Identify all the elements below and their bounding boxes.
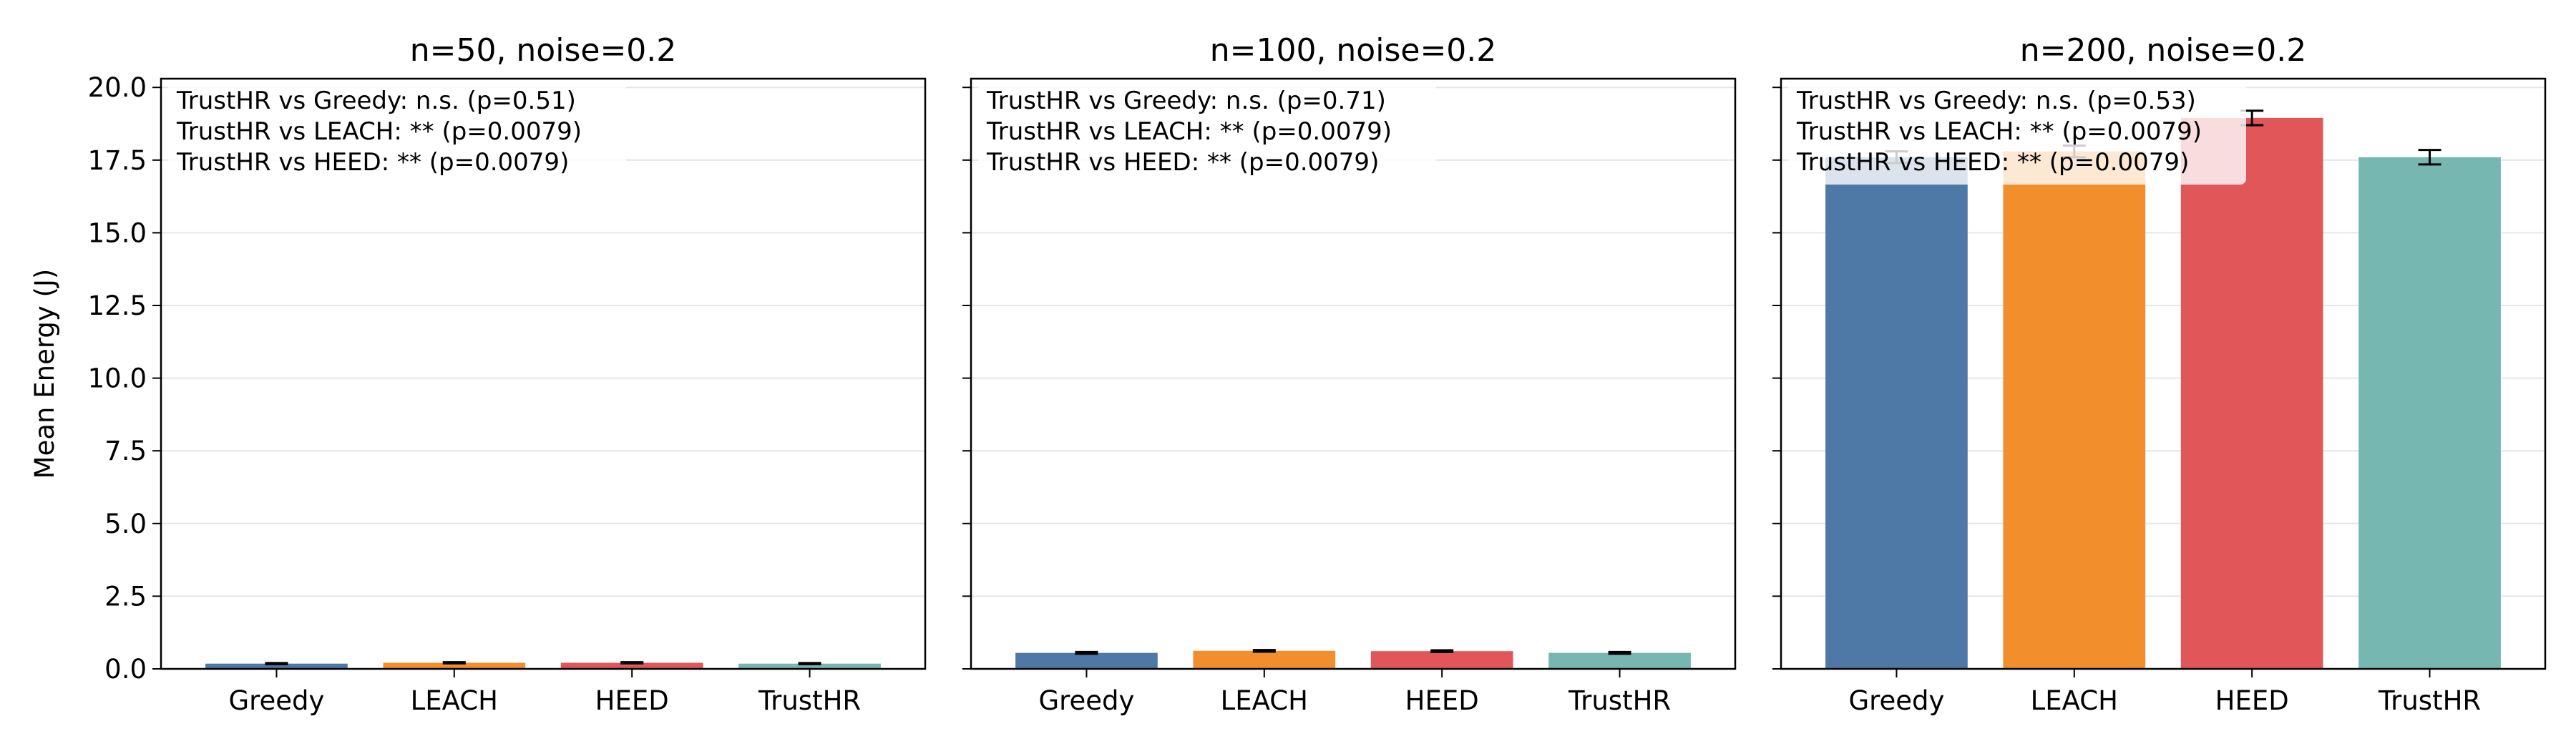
bar-greedy bbox=[205, 663, 348, 669]
significance-annotation: TrustHR vs Greedy: n.s. (p=0.53) bbox=[1796, 87, 2196, 115]
panel-title: n=100, noise=0.2 bbox=[1210, 32, 1497, 69]
x-tick-label: TrustHR bbox=[758, 685, 861, 716]
y-tick-label: 0.0 bbox=[104, 654, 147, 685]
y-tick-label: 7.5 bbox=[104, 436, 147, 466]
y-axis-label: Mean Energy (J) bbox=[29, 269, 60, 479]
x-tick-label: LEACH bbox=[1221, 685, 1308, 716]
annotation-box bbox=[978, 83, 1436, 185]
bar-leach bbox=[2003, 151, 2146, 670]
x-tick-label: HEED bbox=[595, 685, 669, 716]
bar-trusthr bbox=[738, 663, 881, 669]
bar-greedy bbox=[1015, 652, 1158, 669]
bar-heed bbox=[2180, 117, 2323, 670]
x-tick-label: TrustHR bbox=[1568, 685, 1671, 716]
significance-annotation: TrustHR vs LEACH: ** (p=0.0079) bbox=[986, 117, 1392, 146]
annotation-box bbox=[168, 83, 626, 185]
plot-frame bbox=[1780, 77, 2547, 670]
significance-annotation: TrustHR vs LEACH: ** (p=0.0079) bbox=[176, 117, 582, 146]
significance-annotation: TrustHR vs Greedy: n.s. (p=0.51) bbox=[176, 87, 576, 115]
chart-panel-2: Greedy LEACH HEED TrustHR TrustHR vs Greedy:… bbox=[962, 32, 1737, 716]
bar-greedy bbox=[1825, 157, 1968, 669]
bar-trusthr bbox=[2358, 157, 2501, 669]
plot-frame bbox=[160, 77, 927, 670]
significance-annotation: TrustHR vs HEED: ** (p=0.0079) bbox=[176, 148, 569, 177]
bar-leach bbox=[383, 662, 526, 669]
bar-heed bbox=[1370, 651, 1513, 669]
bar-leach bbox=[1193, 650, 1336, 669]
panel-title: n=50, noise=0.2 bbox=[410, 32, 677, 69]
significance-annotation: TrustHR vs LEACH: ** (p=0.0079) bbox=[1796, 117, 2202, 146]
x-tick-label: Greedy bbox=[228, 685, 324, 716]
significance-annotation: TrustHR vs Greedy: n.s. (p=0.71) bbox=[986, 87, 1386, 115]
x-tick-label: Greedy bbox=[1038, 685, 1134, 716]
y-tick-label: 2.5 bbox=[104, 581, 147, 612]
y-tick-label: 12.5 bbox=[88, 290, 147, 321]
y-tick-label: 5.0 bbox=[104, 509, 147, 539]
significance-annotation: TrustHR vs HEED: ** (p=0.0079) bbox=[1796, 148, 2189, 177]
x-tick-label: TrustHR bbox=[2378, 685, 2481, 716]
chart-panel-3: Greedy LEACH HEED TrustHR TrustHR vs Greedy:… bbox=[1772, 32, 2547, 716]
plot-frame bbox=[970, 77, 1737, 670]
y-tick-label: 20.0 bbox=[88, 72, 147, 103]
y-tick-label: 15.0 bbox=[88, 217, 147, 248]
significance-annotation: TrustHR vs HEED: ** (p=0.0079) bbox=[986, 148, 1379, 177]
x-tick-label: LEACH bbox=[411, 685, 498, 716]
x-tick-label: Greedy bbox=[1848, 685, 1944, 716]
x-tick-label: HEED bbox=[2215, 685, 2289, 716]
y-tick-label: 17.5 bbox=[88, 145, 147, 176]
chart-panel-1: 0.0 2.5 5.0 7.5 10.0 12.5 15.0 17.5 20.0 Greedy LE… bbox=[29, 32, 927, 716]
bar-heed bbox=[560, 662, 703, 669]
x-tick-label: HEED bbox=[1405, 685, 1479, 716]
bar-trusthr bbox=[1548, 652, 1691, 669]
annotation-box bbox=[1788, 83, 2246, 185]
y-tick-label: 10.0 bbox=[88, 363, 147, 394]
x-tick-label: LEACH bbox=[2031, 685, 2118, 716]
panel-title: n=200, noise=0.2 bbox=[2020, 32, 2307, 69]
